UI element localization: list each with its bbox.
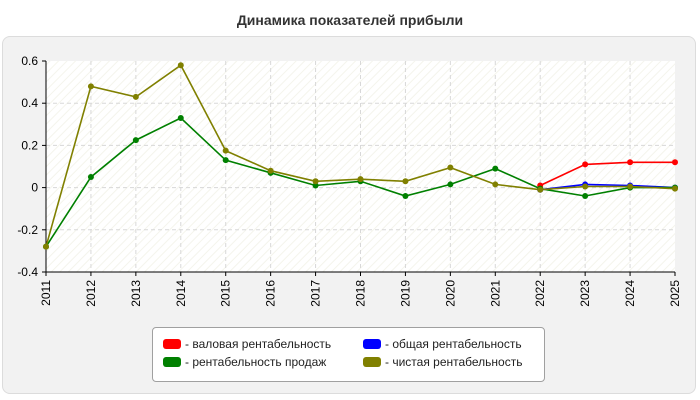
data-point-3 [267,167,274,174]
x-tick-label: 2014 [174,280,188,307]
x-tick-label: 2019 [398,280,412,307]
legend-item-net-margin: - чистая рентабельность [363,355,522,369]
y-tick-label: 0.6 [21,54,38,68]
legend-swatch [363,357,381,367]
data-point-2 [312,182,319,189]
legend-item-overall-margin: - общая рентабельность [363,337,522,351]
x-tick-label: 2021 [488,280,502,307]
x-tick-label: 2024 [623,280,637,307]
data-point-3 [492,181,499,188]
x-tick-label: 2015 [219,280,233,307]
x-tick-label: 2017 [309,280,323,307]
data-point-2 [402,193,409,200]
legend-label: - чистая рентабельность [385,355,523,369]
y-tick-label: 0 [31,181,38,195]
data-point-3 [672,185,678,192]
x-tick-label: 2016 [264,280,278,307]
chart-title: Динамика показателей прибыли [236,12,464,28]
legend-label: - валовая рентабельность [185,337,332,351]
data-point-3 [402,178,409,185]
x-tick-label: 2023 [578,280,592,307]
series-line-1 [540,183,676,191]
data-point-2 [87,174,94,181]
data-point-2 [582,193,589,200]
x-tick-label: 2011 [39,280,53,306]
series-line-0 [539,161,675,187]
legend-swatch [363,339,381,349]
data-point-2 [177,114,184,121]
data-point-3 [132,93,139,100]
data-point-3 [87,83,94,90]
x-tick-label: 2020 [443,280,457,307]
data-point-2 [492,165,499,172]
legend-label: - рентабельность продаж [185,355,327,369]
x-tick-label: 2022 [533,280,547,307]
legend-item-gross-margin: - валовая рентабельность [163,337,331,351]
y-tick-label: -0.2 [17,223,38,237]
y-tick-label: 0.2 [21,138,38,152]
legend-swatch [163,357,181,367]
x-tick-label: 2012 [84,280,98,307]
x-tick-label: 2018 [354,280,368,307]
x-tick-label: 2013 [129,280,143,307]
data-point-3 [312,178,319,185]
data-point-3 [43,243,49,250]
data-point-2 [222,157,229,164]
data-point-2 [132,137,139,144]
data-point-0 [672,159,678,166]
data-point-3 [177,62,184,69]
data-point-0 [627,159,634,166]
data-point-3 [447,164,454,171]
data-point-3 [357,176,364,183]
legend: - валовая рентабельность - общая рентабе… [152,327,545,382]
legend-item-sales-margin: - рентабельность продаж [163,355,326,369]
data-point-2 [447,181,454,188]
data-point-3 [627,183,634,190]
y-tick-label: 0.4 [21,96,38,110]
data-point-0 [582,161,589,168]
data-point-3 [582,183,589,190]
legend-label: - общая рентабельность [385,337,522,351]
legend-swatch [163,339,181,349]
x-tick-label: 2025 [668,280,682,307]
data-point-3 [222,147,229,154]
data-point-3 [537,186,544,193]
y-tick-label: -0.4 [17,265,38,279]
